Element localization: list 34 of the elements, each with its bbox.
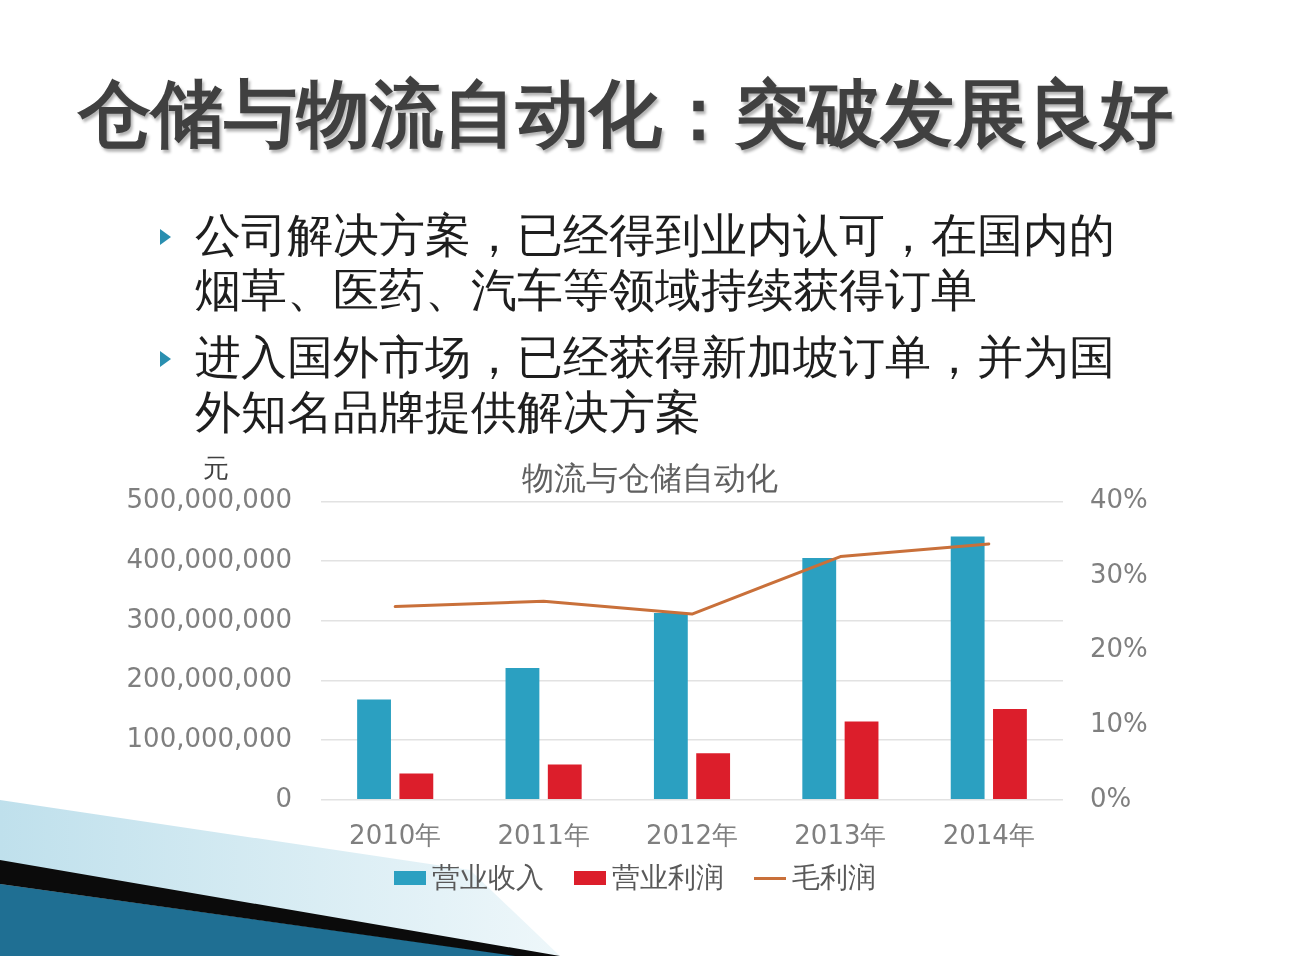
bar — [950, 536, 985, 800]
bar — [547, 764, 582, 800]
x-tick-label: 2013年 — [794, 820, 887, 851]
text: 进入国外市场，已经获得新加坡订单，并为国外知名品牌提供解决方案 — [194, 330, 1116, 440]
legend-label: 营业收入 — [432, 860, 544, 896]
bar — [357, 699, 391, 800]
legend-label: 毛利润 — [792, 860, 876, 896]
y2-tick-label: 40% — [1090, 484, 1148, 515]
y-tick-label: 400,000,000 — [126, 543, 292, 574]
bar — [993, 709, 1027, 800]
legend-label: 营业利润 — [612, 860, 724, 896]
y2-tick-label: 20% — [1090, 633, 1148, 664]
y2-tick-label: 0% — [1090, 782, 1132, 813]
bar — [399, 773, 434, 800]
bar — [696, 753, 731, 800]
bar — [653, 613, 688, 800]
bar — [802, 558, 837, 800]
x-tick-label: 2012年 — [645, 820, 739, 851]
chart-title: 仓储与物流自动化：突破发展良好 — [78, 71, 1173, 156]
y-tick-label: 200,000,000 — [126, 663, 292, 694]
y2-tick-label: 30% — [1090, 558, 1148, 589]
y-axis-title: 元 — [203, 453, 229, 484]
y-tick-label: 500,000,000 — [126, 484, 292, 515]
y2-tick-label: 10% — [1090, 707, 1148, 738]
x-tick-label: 2014年 — [942, 820, 1035, 851]
chart-subtitle: 物流与仓储自动化 — [522, 458, 778, 497]
bar — [505, 667, 540, 800]
text: 公司解决方案，已经得到业内认可，在国内的烟草、医药、汽车等领域持续获得订单 — [194, 208, 1116, 318]
y-tick-label: 300,000,000 — [126, 603, 292, 634]
x-tick-label: 2011年 — [497, 820, 590, 851]
y-tick-label: 100,000,000 — [126, 722, 292, 753]
x-tick-label: 2010年 — [349, 820, 442, 851]
y-tick-label: 0 — [275, 782, 292, 813]
bar — [844, 721, 879, 800]
